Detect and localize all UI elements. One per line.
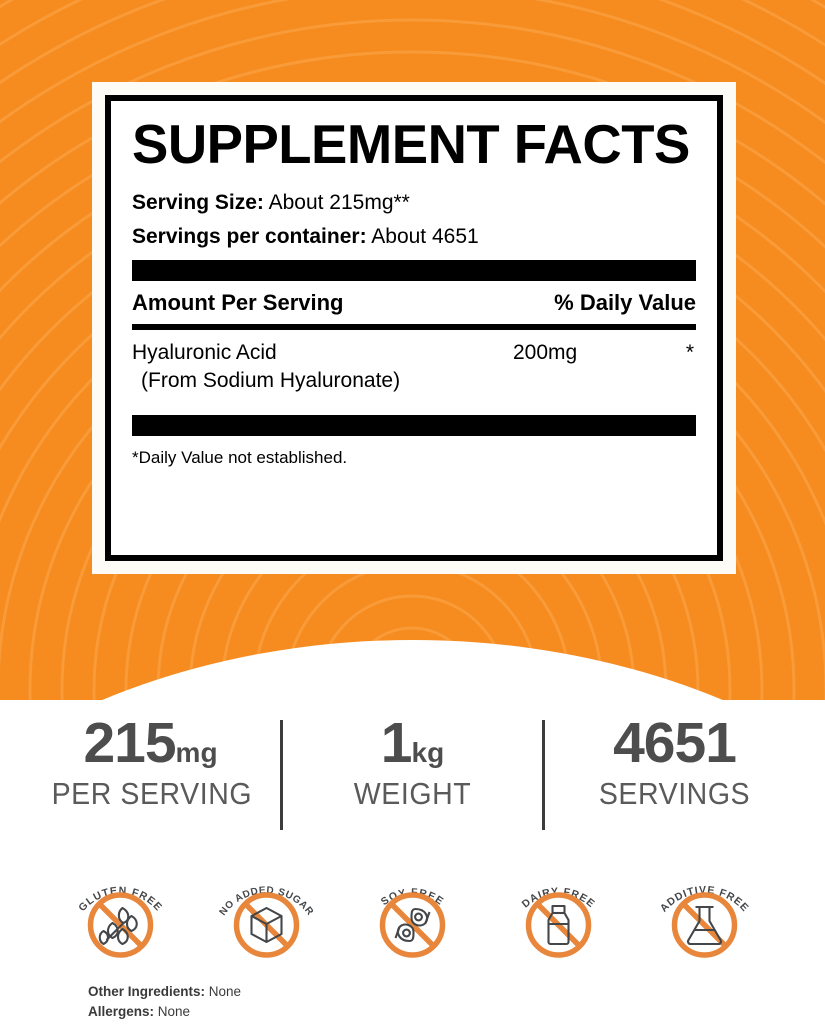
- servings-per-container-value: About 4651: [371, 225, 479, 248]
- stat-per-serving: 215mg PER SERVING: [43, 715, 258, 812]
- certification-badges: GLUTEN FREE: [0, 862, 825, 967]
- supplement-facts-panel: SUPPLEMENT FACTS Serving Size: About 215…: [92, 82, 736, 574]
- wheat-icon: GLUTEN FREE: [76, 885, 164, 958]
- product-stats-strip: 215mg PER SERVING 1kg WEIGHT 4651 SERVIN…: [0, 715, 825, 834]
- stat-servings-caption: SERVINGS: [598, 775, 751, 811]
- badge-gluten-free: GLUTEN FREE: [58, 862, 183, 967]
- servings-per-container-row: Servings per container: About 4651: [132, 226, 700, 247]
- page-title: SUPPLEMENT FACTS: [132, 113, 690, 175]
- daily-value-footnote: *Daily Value not established.: [132, 448, 348, 467]
- table-row: Hyaluronic Acid (From Sodium Hyaluronate…: [132, 339, 696, 413]
- other-ingredients-row: Other Ingredients: None: [88, 982, 241, 1002]
- stat-per-serving-number: 215: [83, 711, 176, 775]
- other-ingredients-value: None: [208, 984, 242, 999]
- stat-weight-caption: WEIGHT: [353, 775, 472, 811]
- stat-servings-number: 4651: [613, 711, 737, 775]
- allergens-row: Allergens: None: [88, 1002, 241, 1022]
- milk-bottle-icon: DAIRY FREE: [520, 886, 596, 958]
- other-ingredients-label: Other Ingredients:: [88, 984, 206, 999]
- allergens-value: None: [157, 1003, 191, 1019]
- header-underline-rule: [132, 324, 696, 330]
- badge-dairy-free: DAIRY FREE: [496, 862, 621, 967]
- badge-additive-free-label: ADDITIVE FREE: [658, 884, 750, 914]
- supplement-facts-box: SUPPLEMENT FACTS Serving Size: About 215…: [105, 95, 723, 561]
- stat-divider: [280, 720, 283, 830]
- stat-servings-value: 4651: [567, 715, 782, 772]
- badge-additive-free: ADDITIVE FREE: [642, 862, 767, 967]
- stat-servings: 4651 SERVINGS: [567, 715, 782, 812]
- stat-per-serving-value: 215mg: [43, 715, 258, 772]
- allergens-label: Allergens:: [88, 1003, 155, 1019]
- thick-rule-top: [132, 260, 696, 281]
- serving-size-label: Serving Size:: [132, 191, 264, 214]
- stat-weight-value: 1kg: [305, 715, 520, 772]
- serving-size-value: About 215mg**: [268, 191, 410, 214]
- svg-text:NO ADDED SUGAR: NO ADDED SUGAR: [218, 885, 316, 918]
- amount-per-serving-header: Amount Per Serving: [132, 290, 344, 315]
- stat-per-serving-caption: PER SERVING: [51, 775, 253, 811]
- soybean-icon: SOY FREE: [379, 886, 446, 958]
- stat-weight-unit: kg: [411, 737, 445, 768]
- sugar-cube-icon: NO ADDED SUGAR: [218, 885, 316, 958]
- table-header-row: Amount Per Serving % Daily Value: [132, 290, 696, 316]
- stat-weight-number: 1: [380, 711, 413, 775]
- nutrient-daily-value: *: [685, 341, 694, 364]
- nutrient-source: (From Sodium Hyaluronate): [141, 368, 401, 392]
- nutrient-name: Hyaluronic Acid: [132, 341, 277, 364]
- badge-soy-free: SOY FREE: [350, 862, 475, 967]
- serving-info: Serving Size: About 215mg** Servings per…: [132, 192, 700, 247]
- flask-icon: ADDITIVE FREE: [658, 884, 751, 958]
- nutrient-amount: 200mg: [513, 341, 578, 364]
- daily-value-header: % Daily Value: [554, 290, 696, 315]
- thick-rule-bottom: [132, 415, 696, 436]
- stat-weight: 1kg WEIGHT: [305, 715, 520, 812]
- bottom-notes: Other Ingredients: None Allergens: None: [88, 982, 241, 1021]
- badge-no-added-sugar: NO ADDED SUGAR: [204, 862, 329, 967]
- svg-text:ADDITIVE FREE: ADDITIVE FREE: [658, 884, 751, 914]
- servings-per-container-label: Servings per container:: [132, 225, 367, 248]
- serving-size-row: Serving Size: About 215mg**: [132, 192, 700, 213]
- stat-per-serving-unit: mg: [175, 737, 218, 768]
- stat-divider: [542, 720, 545, 830]
- badge-no-added-sugar-label: NO ADDED SUGAR: [218, 885, 315, 918]
